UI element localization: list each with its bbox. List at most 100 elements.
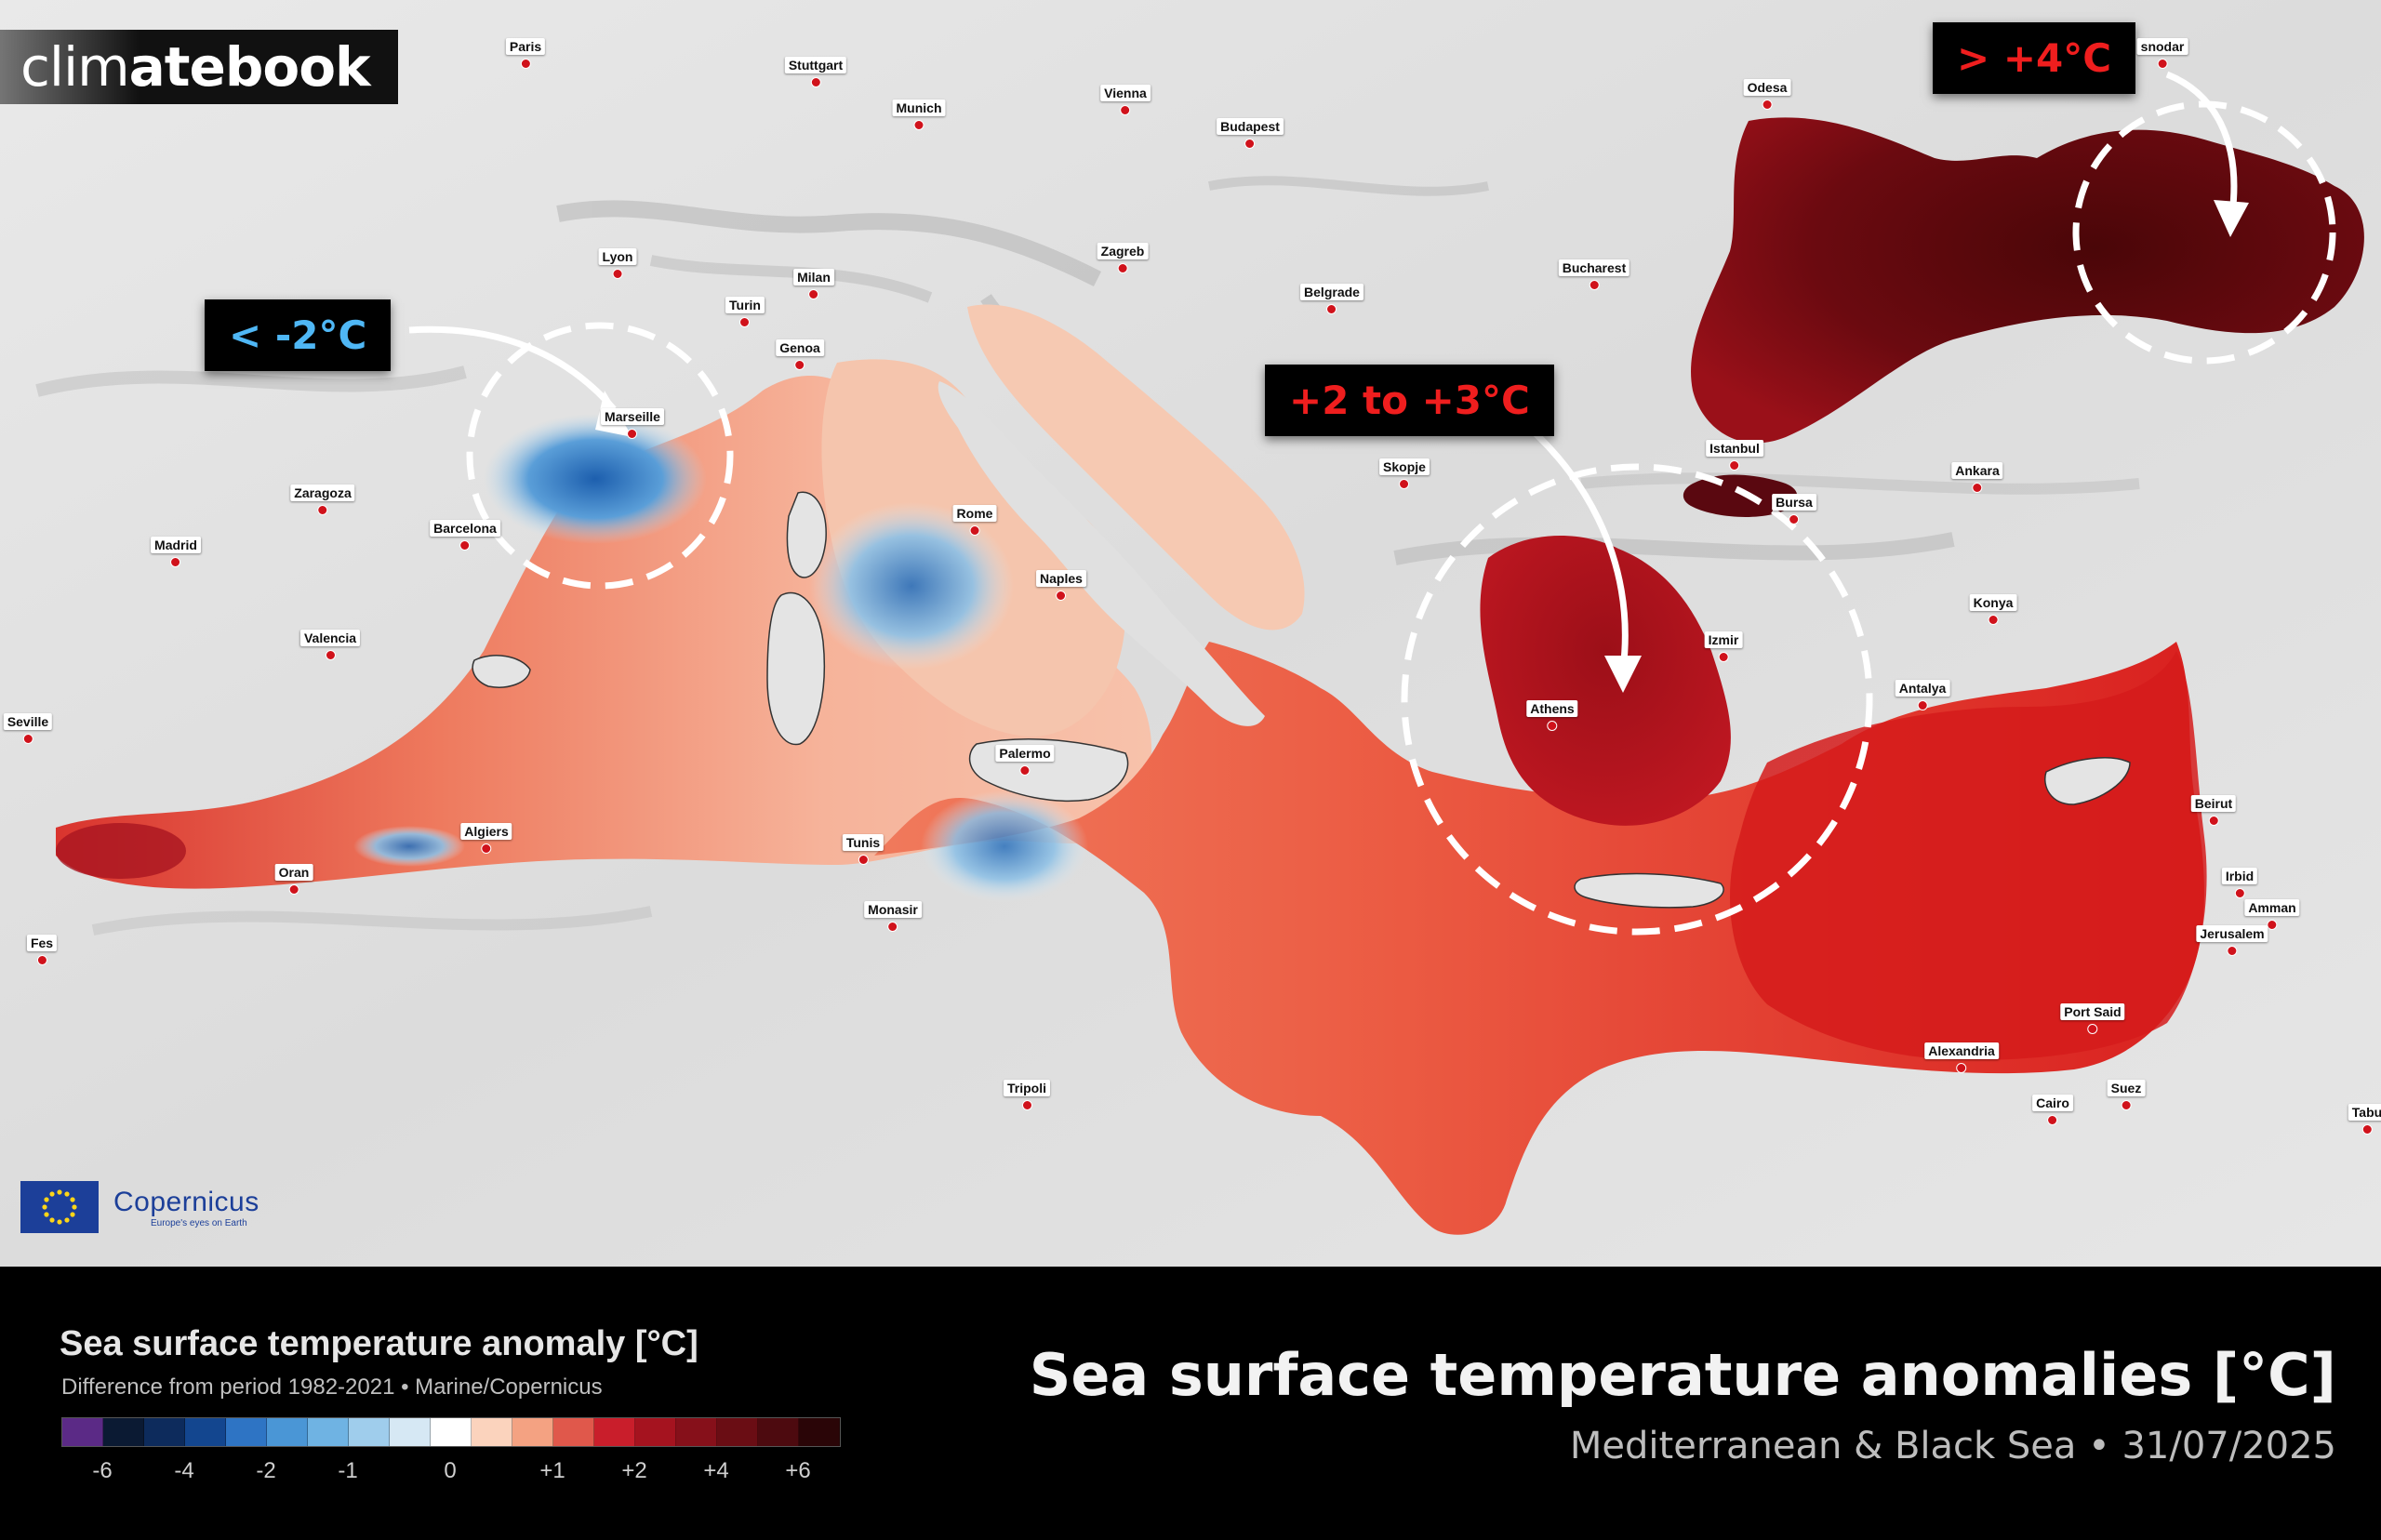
color-swatch (553, 1418, 594, 1446)
ligurian-cold-anomaly (484, 414, 707, 544)
alboran-warm-zone (56, 823, 186, 879)
city-istanbul: Istanbul (1706, 440, 1763, 471)
climatebook-logo: clim atebook (0, 30, 398, 104)
scale-tick-label: +4 (703, 1458, 729, 1483)
city-suez: Suez (2107, 1080, 2146, 1110)
levantine-hot (1730, 651, 2207, 1060)
scale-tick-label: +6 (785, 1458, 811, 1483)
city-lyon: Lyon (598, 248, 637, 279)
color-swatch (431, 1418, 472, 1446)
city-vienna: Vienna (1100, 85, 1151, 115)
copernicus-logo: Copernicus Europe's eyes on Earth (113, 1187, 259, 1228)
city-krasnodar: snodar (2136, 38, 2188, 69)
color-swatch (512, 1418, 553, 1446)
city-stuttgart: Stuttgart (784, 57, 847, 87)
map-subtitle: Mediterranean & Black Sea • 31/07/2025 (1569, 1425, 2336, 1467)
city-antalya: Antalya (1895, 680, 1950, 710)
city-naples: Naples (1036, 570, 1086, 601)
eu-flag-icon (20, 1181, 99, 1233)
city-athens: Athens (1526, 700, 1578, 731)
strait-of-sicily-cool-zone (921, 790, 1088, 902)
city-bursa: Bursa (1772, 494, 1816, 524)
city-alexandria: Alexandria (1924, 1042, 1999, 1073)
scale-tick-label: -2 (256, 1458, 276, 1483)
crete (1574, 872, 1724, 909)
city-algiers: Algiers (460, 823, 512, 854)
city-milan: Milan (793, 269, 834, 299)
city-palermo: Palermo (995, 745, 1055, 776)
color-swatch (103, 1418, 144, 1446)
copernicus-name: Copernicus (113, 1186, 259, 1217)
legend-subtitle: Difference from period 1982-2021 • Marin… (61, 1374, 603, 1400)
highlight-circle-aegean (1401, 463, 1873, 936)
color-swatch (635, 1418, 676, 1446)
scale-tick-label: +2 (621, 1458, 647, 1483)
corsica (786, 491, 827, 578)
city-tunis: Tunis (842, 834, 885, 865)
tyrrhenian-cool-zone (809, 502, 1014, 670)
callout-cold: < -2°C (205, 299, 392, 371)
scale-tick-label: -1 (338, 1458, 358, 1483)
city-beirut: Beirut (2190, 795, 2237, 826)
city-amman: Amman (2244, 899, 2300, 930)
callout-black-sea: > +4°C (1933, 22, 2136, 94)
city-madrid: Madrid (151, 537, 201, 567)
scale-tick-label: 0 (444, 1458, 457, 1483)
color-scale-bar (61, 1417, 841, 1447)
city-oran: Oran (274, 864, 313, 895)
city-valencia: Valencia (299, 630, 361, 660)
arrow-black-sea (2165, 71, 2249, 237)
city-genoa: Genoa (776, 339, 824, 370)
city-odesa: Odesa (1743, 79, 1791, 110)
city-ankara: Ankara (1951, 462, 2003, 493)
color-swatch (62, 1418, 103, 1446)
callout-aegean-text: +2 to +3°C (1289, 378, 1530, 423)
color-swatch (267, 1418, 308, 1446)
scale-tick-label: -6 (92, 1458, 113, 1483)
color-scale-ticks: -6 -4 -2 -1 0 +1 +2 +4 +6 (61, 1458, 917, 1486)
color-swatch (594, 1418, 635, 1446)
aegean-sea (1480, 536, 1731, 826)
color-swatch (799, 1418, 840, 1446)
city-irbid: Irbid (2221, 868, 2258, 898)
city-monastir: Monasir (864, 901, 922, 932)
partner-logos: Copernicus Europe's eyes on Earth (20, 1181, 259, 1233)
city-jerusalem: Jerusalem (2196, 925, 2268, 956)
color-swatch (226, 1418, 267, 1446)
black-sea (1691, 117, 2364, 444)
city-marseille: Marseille (601, 408, 664, 439)
city-budapest: Budapest (1217, 118, 1284, 149)
footer-panel: Sea surface temperature anomaly [°C] Dif… (0, 1267, 2381, 1540)
city-port-said: Port Said (2060, 1003, 2125, 1034)
algeria-coast-cool-zone (353, 826, 465, 867)
city-munich: Munich (892, 100, 946, 130)
color-swatch (472, 1418, 512, 1446)
sea-of-marmara (1683, 474, 1798, 517)
color-swatch (349, 1418, 390, 1446)
color-swatch (185, 1418, 226, 1446)
city-skopje: Skopje (1379, 458, 1430, 489)
highlight-circle-ligurian (466, 322, 734, 590)
scale-tick-label: -4 (174, 1458, 194, 1483)
map-canvas (0, 0, 2381, 1267)
color-swatch (676, 1418, 717, 1446)
city-seville: Seville (3, 713, 53, 744)
cyprus (2044, 757, 2131, 805)
color-swatch (308, 1418, 349, 1446)
sst-anomaly-map: clim atebook < -2°C +2 to +3°C > +4°C Par… (0, 0, 2381, 1267)
city-paris: Paris (505, 38, 546, 69)
color-swatch (717, 1418, 758, 1446)
city-turin: Turin (725, 297, 765, 327)
callout-cold-text: < -2°C (229, 312, 367, 358)
adriatic-sea (967, 304, 1305, 631)
sardinia (766, 591, 826, 746)
copernicus-tagline: Europe's eyes on Earth (151, 1217, 247, 1228)
color-swatch (144, 1418, 185, 1446)
color-swatch (758, 1418, 799, 1446)
city-zagreb: Zagreb (1097, 243, 1149, 273)
italy-land (938, 381, 1265, 726)
city-cairo: Cairo (2032, 1095, 2073, 1125)
color-swatch (390, 1418, 431, 1446)
city-zaragoza: Zaragoza (290, 485, 355, 515)
city-tabuk: Tabu (2348, 1104, 2381, 1135)
